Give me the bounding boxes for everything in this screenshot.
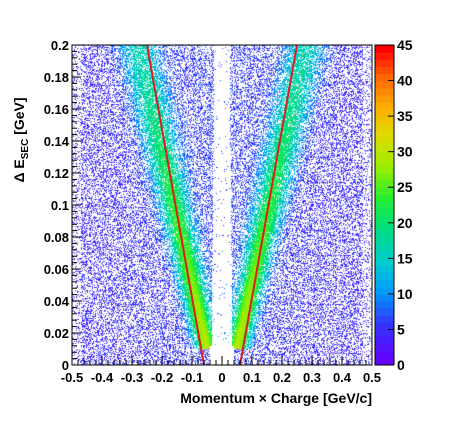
cut-line <box>239 44 298 366</box>
y-tick-label: 0.06 <box>44 262 69 277</box>
y-tick-label: 0.2 <box>51 38 69 53</box>
cut-line <box>146 44 205 366</box>
colorbar-tick-label: 35 <box>397 108 413 124</box>
colorbar-segment <box>375 73 394 82</box>
colorbar-segment <box>375 222 394 231</box>
x-axis: -0.5 -0.4 -0.3 -0.2 -0.1 0 0.1 0.2 0.3 0.4 0.5 <box>61 356 381 385</box>
colorbar-segment <box>375 279 394 288</box>
colorbar-tick-label: 20 <box>397 215 413 231</box>
colorbar-tick-label: 10 <box>397 286 413 302</box>
y-axis-title: Δ ESEC [GeV] <box>11 97 31 182</box>
x-tick-label: -0.4 <box>91 370 114 385</box>
colorbar-segment <box>375 66 394 74</box>
y-tick-label: 0.14 <box>44 134 70 149</box>
colorbar-segment <box>375 130 394 138</box>
colorbar-segment <box>375 87 394 96</box>
y-tick-label: 0.04 <box>44 294 70 309</box>
colorbar-segment <box>375 158 394 167</box>
colorbar-tick-label: 40 <box>397 73 413 89</box>
colorbar-segment <box>375 301 394 309</box>
y-tick-label: 0.02 <box>44 326 69 341</box>
x-tick-label: 0.5 <box>363 370 381 385</box>
colorbar-segment <box>375 272 394 281</box>
colorbar-segment <box>375 194 394 202</box>
colorbar-segment <box>375 59 394 67</box>
heatmap-canvas <box>72 45 372 365</box>
colorbar-segment <box>375 322 394 330</box>
colorbar-segment <box>375 45 394 53</box>
colorbar: 0 5 10 15 20 25 30 35 40 45 <box>374 37 413 373</box>
colorbar-segment <box>375 123 394 131</box>
colorbar-segment <box>375 293 394 302</box>
colorbar-tick-label: 15 <box>397 250 413 266</box>
colorbar-segment <box>375 237 394 245</box>
x-tick-label: -0.2 <box>151 370 173 385</box>
y-tick-label: 0.1 <box>51 198 69 213</box>
colorbar-segment <box>375 101 394 110</box>
cut-lines <box>146 44 298 366</box>
colorbar-segment <box>375 80 394 89</box>
x-tick-label: 0 <box>218 370 225 385</box>
colorbar-segment <box>375 329 394 338</box>
y-axis: 0 0.02 0.04 0.06 0.08 0.1 0.12 0.14 0.16 0.18 0.2 <box>44 38 81 373</box>
colorbar-segment <box>375 137 394 146</box>
colorbar-segment <box>375 343 394 352</box>
y-axis-title-prefix: Δ E <box>11 159 27 182</box>
x-tick-label: 0.1 <box>243 370 261 385</box>
y-tick-label: 0.08 <box>44 230 69 245</box>
colorbar-tick-label: 25 <box>397 179 413 195</box>
colorbar-segment <box>375 180 394 188</box>
colorbar-segment <box>375 286 394 295</box>
y-tick-label: 0 <box>62 358 69 373</box>
colorbar-segment <box>375 151 394 160</box>
x-tick-label: 0.4 <box>333 370 352 385</box>
colorbar-segment <box>375 251 394 259</box>
colorbar-segment <box>375 336 394 345</box>
colorbar-segment <box>375 357 394 366</box>
colorbar-segment <box>375 315 394 323</box>
colorbar-tick-label: 45 <box>397 37 413 53</box>
colorbar-segment <box>375 173 394 181</box>
x-tick-label: 0.2 <box>273 370 291 385</box>
colorbar-tick-label: 30 <box>397 144 413 160</box>
colorbar-tick-label: 5 <box>397 321 405 337</box>
y-tick-label: 0.16 <box>44 102 69 117</box>
x-axis-title: Momentum × Charge [GeV/c] <box>180 390 372 406</box>
colorbar-segment <box>375 350 394 359</box>
x-tick-label: 0.3 <box>303 370 321 385</box>
colorbar-segment <box>375 94 394 103</box>
colorbar-segment <box>375 165 394 174</box>
colorbar-segment <box>375 229 394 238</box>
y-axis-title-suffix: [GeV] <box>11 97 27 138</box>
x-tick-label: -0.1 <box>181 370 203 385</box>
y-tick-label: 0.12 <box>44 166 69 181</box>
colorbar-tick-label: 0 <box>397 357 405 373</box>
colorbar-segment <box>375 244 394 252</box>
colorbar-segment <box>375 308 394 316</box>
colorbar-segment <box>375 52 394 60</box>
colorbar-segment <box>375 258 394 266</box>
colorbar-segment <box>375 187 394 195</box>
colorbar-segment <box>375 116 394 124</box>
colorbar-segment <box>375 144 394 153</box>
colorbar-segment <box>375 265 394 274</box>
y-tick-label: 0.18 <box>44 70 69 85</box>
colorbar-segment <box>375 215 394 224</box>
x-tick-label: -0.5 <box>61 370 83 385</box>
x-tick-label: -0.3 <box>121 370 143 385</box>
colorbar-segment <box>375 201 394 210</box>
y-axis-title-subscript: SEC <box>20 139 31 160</box>
colorbar-frame <box>374 44 395 366</box>
colorbar-segment <box>375 208 394 217</box>
colorbar-segment <box>375 109 394 117</box>
